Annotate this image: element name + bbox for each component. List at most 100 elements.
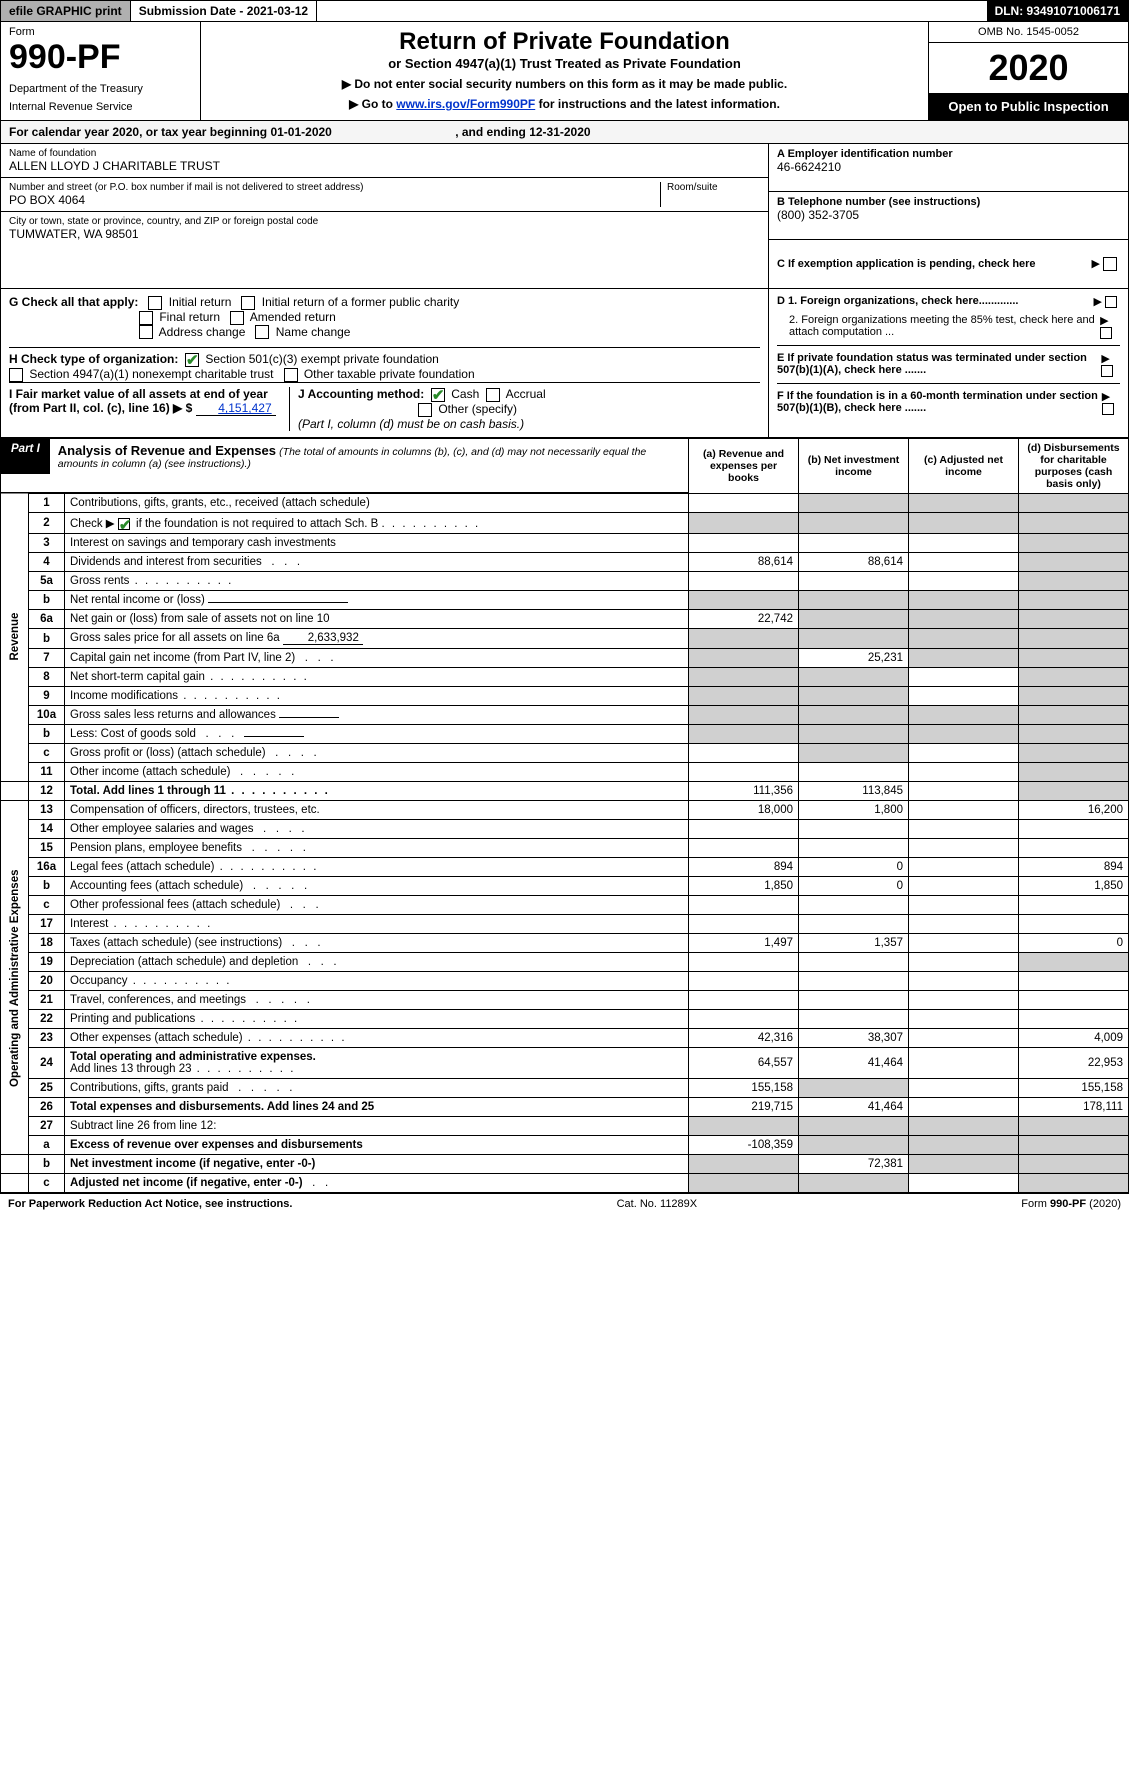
final-return-chk[interactable] [139, 311, 153, 325]
row-22: Printing and publications [65, 1010, 689, 1029]
addr-change-chk[interactable] [139, 325, 153, 339]
row-27a: Excess of revenue over expenses and disb… [65, 1136, 689, 1155]
row-1: Contributions, gifts, grants, etc., rece… [65, 493, 689, 513]
submission-date: Submission Date - 2021-03-12 [131, 1, 317, 21]
foundation-city: TUMWATER, WA 98501 [9, 227, 760, 241]
e-chk[interactable] [1101, 365, 1113, 377]
h501-chk[interactable] [185, 353, 199, 367]
goto-note: ▶ Go to www.irs.gov/Form990PF for instru… [207, 97, 922, 111]
addr-label: Number and street (or P.O. box number if… [9, 182, 660, 193]
row-6b: Gross sales price for all assets on line… [65, 629, 689, 649]
row-25: Contributions, gifts, grants paid . . . … [65, 1079, 689, 1098]
row-9: Income modifications [65, 687, 689, 706]
row-8: Net short-term capital gain [65, 668, 689, 687]
foundation-info: Name of foundation ALLEN LLOYD J CHARITA… [0, 144, 1129, 289]
row-26: Total expenses and disbursements. Add li… [65, 1098, 689, 1117]
page-footer: For Paperwork Reduction Act Notice, see … [0, 1193, 1129, 1214]
h-label: H Check type of organization: [9, 352, 178, 366]
revenue-vert: Revenue [1, 493, 29, 782]
j-accrual-chk[interactable] [486, 388, 500, 402]
amended-chk[interactable] [230, 311, 244, 325]
city-label: City or town, state or province, country… [9, 216, 760, 227]
room-label: Room/suite [667, 182, 760, 193]
calendar-year-row: For calendar year 2020, or tax year begi… [0, 121, 1129, 144]
row-16a: Legal fees (attach schedule) [65, 858, 689, 877]
form-title: Return of Private Foundation [207, 28, 922, 56]
j-other-chk[interactable] [418, 403, 432, 417]
form-number: 990-PF [9, 38, 192, 77]
part1-label: Part I [1, 439, 50, 474]
paperwork-notice: For Paperwork Reduction Act Notice, see … [8, 1198, 292, 1210]
phone-label: B Telephone number (see instructions) [777, 196, 1120, 208]
row-23: Other expenses (attach schedule) [65, 1029, 689, 1048]
row-21: Travel, conferences, and meetings . . . … [65, 991, 689, 1010]
part1-table: Part I Analysis of Revenue and Expenses … [0, 438, 1129, 1194]
efile-print-button[interactable]: efile GRAPHIC print [1, 1, 131, 21]
form-ref: Form 990-PF (2020) [1021, 1198, 1121, 1210]
row-27c: Adjusted net income (if negative, enter … [65, 1174, 689, 1193]
row-18: Taxes (attach schedule) (see instruction… [65, 934, 689, 953]
omb-number: OMB No. 1545-0052 [929, 22, 1128, 43]
row-11: Other income (attach schedule) . . . . . [65, 763, 689, 782]
d1-chk[interactable] [1105, 296, 1117, 308]
col-b-hdr: (b) Net investment income [799, 438, 909, 493]
irs-link[interactable]: www.irs.gov/Form990PF [396, 97, 535, 111]
row-2: Check ▶ if the foundation is not require… [65, 513, 689, 534]
sch-b-chk[interactable] [118, 518, 130, 530]
row-6a: Net gain or (loss) from sale of assets n… [65, 610, 689, 629]
dln-label: DLN: 93491071006171 [987, 1, 1128, 21]
row-4: Dividends and interest from securities .… [65, 553, 689, 572]
row-27: Subtract line 26 from line 12: [65, 1117, 689, 1136]
form-label: Form [9, 26, 192, 38]
name-label: Name of foundation [9, 148, 760, 159]
row-20: Occupancy [65, 972, 689, 991]
row-14: Other employee salaries and wages . . . … [65, 820, 689, 839]
row-16b: Accounting fees (attach schedule) . . . … [65, 877, 689, 896]
row-5a: Gross rents [65, 572, 689, 591]
row-15: Pension plans, employee benefits . . . .… [65, 839, 689, 858]
form-header: Form 990-PF Department of the Treasury I… [0, 22, 1129, 121]
foundation-name: ALLEN LLOYD J CHARITABLE TRUST [9, 159, 760, 173]
name-change-chk[interactable] [255, 325, 269, 339]
row-13: Compensation of officers, directors, tru… [65, 801, 689, 820]
top-bar: efile GRAPHIC print Submission Date - 20… [0, 0, 1129, 22]
j-note: (Part I, column (d) must be on cash basi… [298, 417, 524, 431]
j-cash-chk[interactable] [431, 388, 445, 402]
ssn-note: ▶ Do not enter social security numbers o… [207, 77, 922, 91]
row-3: Interest on savings and temporary cash i… [65, 534, 689, 553]
j-label: J Accounting method: [298, 387, 424, 401]
g-label: G Check all that apply: [9, 295, 138, 309]
d2-chk[interactable] [1100, 327, 1112, 339]
col-d-hdr: (d) Disbursements for charitable purpose… [1019, 438, 1129, 493]
initial-former-chk[interactable] [241, 296, 255, 310]
row-10a: Gross sales less returns and allowances [65, 706, 689, 725]
checks-section: G Check all that apply: Initial return I… [0, 289, 1129, 438]
d1-label: D 1. Foreign organizations, check here..… [777, 295, 1018, 308]
row-7: Capital gain net income (from Part IV, l… [65, 649, 689, 668]
initial-return-chk[interactable] [148, 296, 162, 310]
f-label: F If the foundation is in a 60-month ter… [777, 390, 1102, 415]
row-5b: Net rental income or (loss) [65, 591, 689, 610]
expenses-vert: Operating and Administrative Expenses [1, 801, 29, 1155]
row-17: Interest [65, 915, 689, 934]
form-subtitle: or Section 4947(a)(1) Trust Treated as P… [207, 56, 922, 71]
f-chk[interactable] [1102, 403, 1114, 415]
c-label: C If exemption application is pending, c… [777, 258, 1036, 270]
e-label: E If private foundation status was termi… [777, 352, 1101, 377]
fmv-value[interactable]: 4,151,427 [196, 401, 276, 416]
h4947-chk[interactable] [9, 368, 23, 382]
irs-label: Internal Revenue Service [9, 101, 192, 113]
row-27b: Net investment income (if negative, ente… [65, 1155, 689, 1174]
row-10b: Less: Cost of goods sold . . . [65, 725, 689, 744]
dept-treasury: Department of the Treasury [9, 83, 192, 95]
part1-title: Analysis of Revenue and Expenses [58, 443, 276, 458]
col-a-hdr: (a) Revenue and expenses per books [689, 438, 799, 493]
phone-value: (800) 352-3705 [777, 208, 1120, 222]
ein-value: 46-6624210 [777, 160, 1120, 174]
c-checkbox[interactable] [1103, 257, 1117, 271]
row-24: Total operating and administrative expen… [65, 1048, 689, 1079]
ein-label: A Employer identification number [777, 148, 1120, 160]
foundation-address: PO BOX 4064 [9, 193, 660, 207]
row-12: Total. Add lines 1 through 11 [65, 782, 689, 801]
hother-chk[interactable] [284, 368, 298, 382]
